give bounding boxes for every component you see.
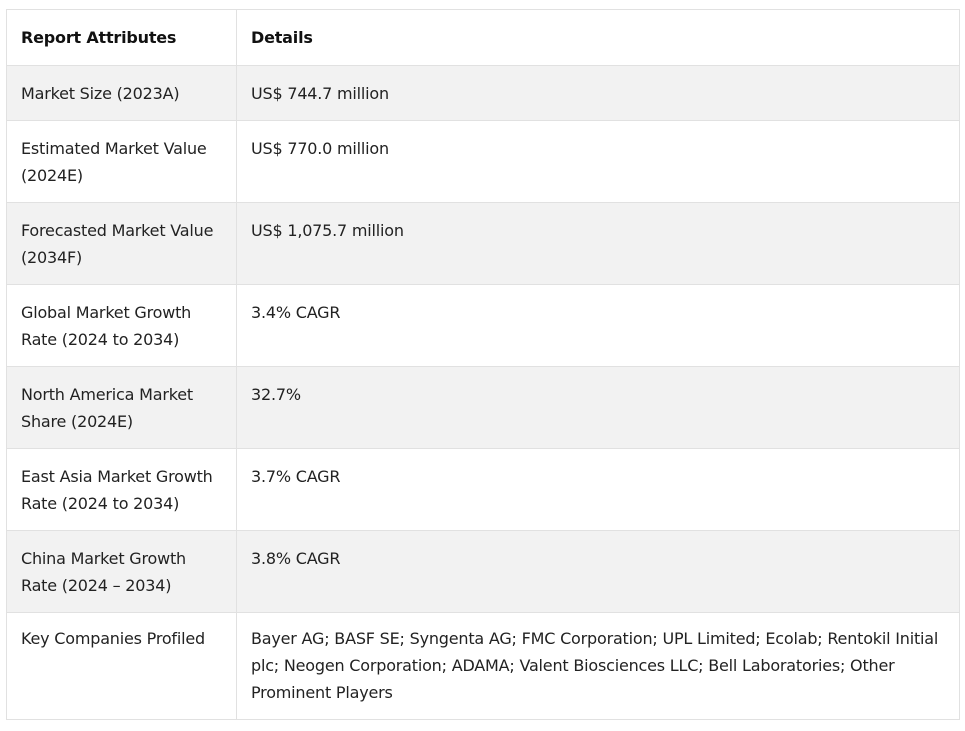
table-row: Estimated Market Value (2024E) US$ 770.0… [6, 120, 960, 203]
row-attribute-east-asia-growth: East Asia Market Growth Rate (2024 to 20… [6, 448, 237, 531]
report-attributes-table-container: Report Attributes Details Market Size (2… [6, 9, 960, 720]
header-details: Details [236, 9, 960, 66]
row-attribute-global-growth: Global Market Growth Rate (2024 to 2034) [6, 284, 237, 367]
row-attribute-north-america-share: North America Market Share (2024E) [6, 366, 237, 449]
row-details-market-size: US$ 744.7 million [236, 65, 960, 121]
table-row: Forecasted Market Value (2034F) US$ 1,07… [6, 202, 960, 285]
row-details-forecasted-value: US$ 1,075.7 million [236, 202, 960, 285]
header-report-attributes: Report Attributes [6, 9, 237, 66]
table-header-row: Report Attributes Details [6, 9, 960, 66]
table-row: China Market Growth Rate (2024 – 2034) 3… [6, 530, 960, 613]
row-details-china-growth: 3.8% CAGR [236, 530, 960, 613]
table-row: Global Market Growth Rate (2024 to 2034)… [6, 284, 960, 367]
row-details-east-asia-growth: 3.7% CAGR [236, 448, 960, 531]
row-attribute-estimated-value: Estimated Market Value (2024E) [6, 120, 237, 203]
table-row: North America Market Share (2024E) 32.7% [6, 366, 960, 449]
row-attribute-china-growth: China Market Growth Rate (2024 – 2034) [6, 530, 237, 613]
table-row: Market Size (2023A) US$ 744.7 million [6, 65, 960, 121]
row-details-north-america-share: 32.7% [236, 366, 960, 449]
report-attributes-table: Report Attributes Details Market Size (2… [6, 9, 960, 720]
row-attribute-forecasted-value: Forecasted Market Value (2034F) [6, 202, 237, 285]
table-row: Key Companies Profiled Bayer AG; BASF SE… [6, 612, 960, 720]
row-attribute-key-companies: Key Companies Profiled [6, 612, 237, 720]
row-details-global-growth: 3.4% CAGR [236, 284, 960, 367]
row-attribute-market-size: Market Size (2023A) [6, 65, 237, 121]
row-details-estimated-value: US$ 770.0 million [236, 120, 960, 203]
row-details-key-companies: Bayer AG; BASF SE; Syngenta AG; FMC Corp… [236, 612, 960, 720]
table-row: East Asia Market Growth Rate (2024 to 20… [6, 448, 960, 531]
